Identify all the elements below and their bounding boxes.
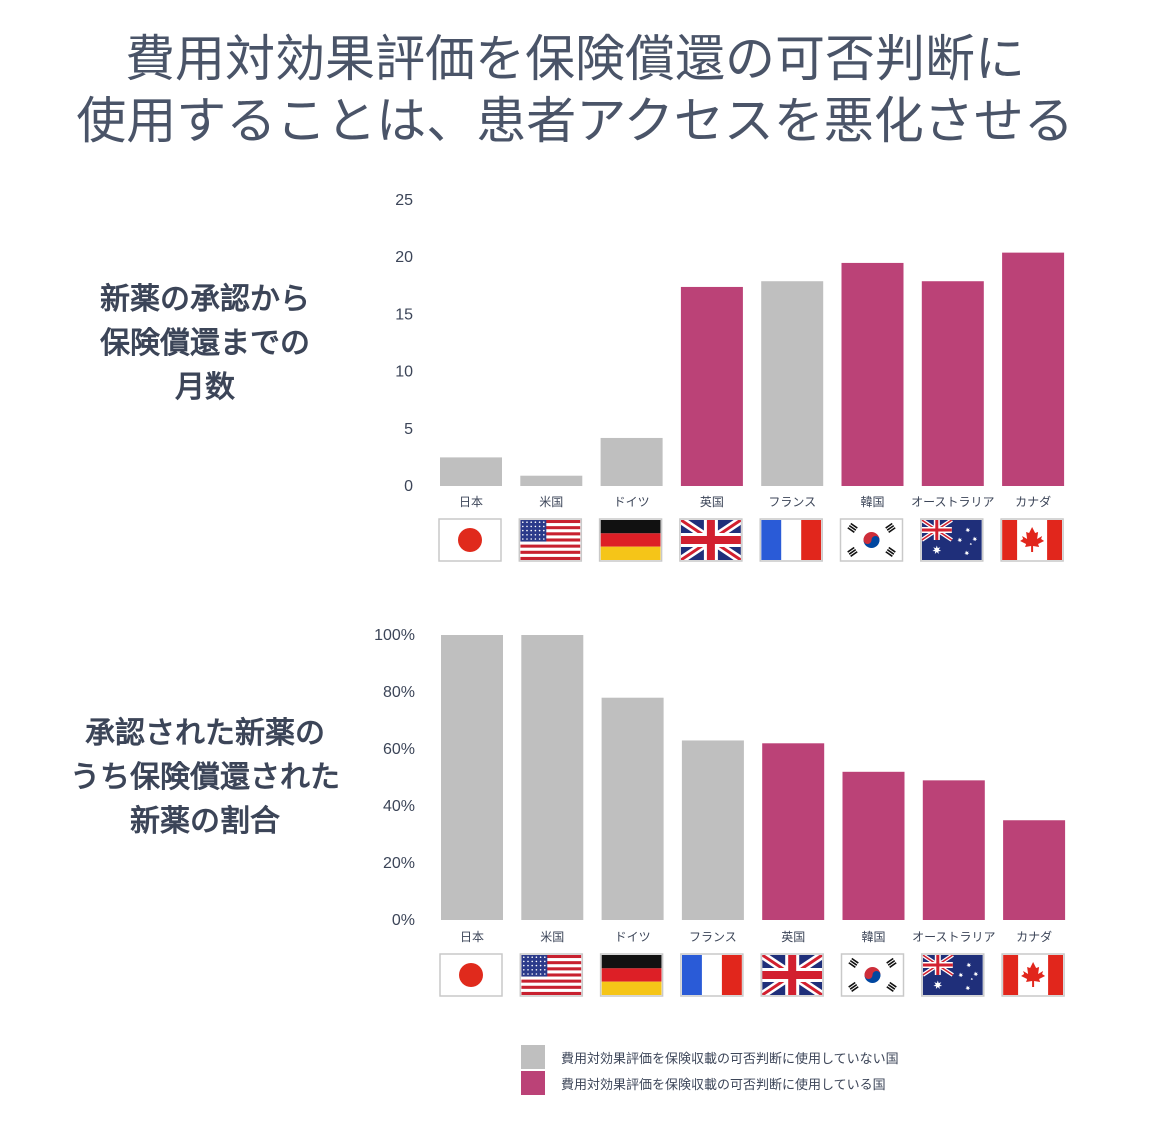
y-tick-label: 60% bbox=[383, 741, 415, 758]
x-category-label: オーストラリア bbox=[912, 930, 995, 944]
bar bbox=[761, 281, 824, 486]
x-category-label: 英国 bbox=[700, 495, 724, 509]
au-flag-icon bbox=[920, 518, 984, 562]
chart-title-line-1: 費用対効果評価を保険償還の可否判断に bbox=[125, 30, 1025, 88]
legend-swatch-used bbox=[521, 1071, 545, 1095]
legend-swatch-not-used bbox=[521, 1045, 545, 1069]
bar bbox=[440, 457, 502, 486]
chart-2-label: 承認された新薬の うち保険償還された 新薬の割合 bbox=[20, 712, 390, 844]
y-tick-label: 80% bbox=[383, 684, 415, 701]
x-category-label: ドイツ bbox=[614, 495, 650, 509]
y-tick-label: 40% bbox=[383, 798, 415, 815]
x-category-label: 韓国 bbox=[860, 495, 884, 509]
legend-label-not-used: 費用対効果評価を保険収載の可否判断に使用していない国 bbox=[561, 1051, 899, 1067]
y-tick-label: 0 bbox=[404, 478, 413, 495]
de-flag-icon bbox=[598, 518, 663, 562]
jp-flag-icon bbox=[438, 518, 502, 562]
x-category-label: ドイツ bbox=[615, 930, 651, 944]
bar bbox=[1002, 252, 1065, 486]
us-flag-icon bbox=[518, 518, 583, 562]
kr-flag-icon bbox=[840, 953, 905, 997]
y-tick-label: 15 bbox=[395, 306, 413, 323]
bar bbox=[841, 262, 904, 486]
chart-2: 0% 20% 40% 60% 80% 100% 日本 米国 ドイツ フランス 英国 韓国 オーストラリア… bbox=[374, 627, 1066, 997]
ca-flag-icon bbox=[1001, 953, 1065, 997]
legend-label-used: 費用対効果評価を保険収載の可否判断に使用している国 bbox=[561, 1077, 886, 1093]
chart-title-line-2: 使用することは、患者アクセスを悪化させる bbox=[76, 92, 1074, 150]
bar bbox=[921, 281, 984, 486]
bar bbox=[681, 740, 744, 920]
fr-flag-icon bbox=[680, 953, 744, 997]
chart-2-label-line-2: うち保険償還された bbox=[70, 760, 340, 795]
jp-flag-icon bbox=[439, 953, 503, 997]
x-category-label: 米国 bbox=[539, 495, 563, 509]
chart-1-label-line-1: 新薬の承認から bbox=[100, 282, 310, 317]
chart-1-label-line-3: 月数 bbox=[175, 370, 235, 405]
y-tick-label: 10 bbox=[395, 364, 413, 381]
y-tick-label: 20% bbox=[383, 855, 415, 872]
x-category-label: 韓国 bbox=[861, 930, 885, 944]
x-category-label: カナダ bbox=[1015, 494, 1051, 509]
bar bbox=[842, 771, 905, 920]
x-category-label: 英国 bbox=[781, 930, 805, 944]
kr-flag-icon bbox=[839, 518, 904, 562]
gb-flag-icon bbox=[760, 953, 824, 997]
x-category-label: 日本 bbox=[459, 495, 483, 509]
chart-1: 0 5 10 15 20 25 日本 米国 ドイツ 英国 フランス 韓国 オーストラリア カナダ bbox=[395, 192, 1065, 562]
y-tick-label: 100% bbox=[374, 627, 415, 644]
gb-flag-icon bbox=[679, 518, 743, 562]
bar bbox=[762, 743, 825, 920]
x-category-label: フランス bbox=[768, 495, 816, 509]
bar bbox=[601, 697, 664, 920]
bar bbox=[922, 780, 985, 920]
chart-1-label-line-2: 保険償還までの bbox=[100, 326, 310, 361]
bar bbox=[520, 475, 583, 486]
bar bbox=[680, 286, 743, 486]
bar bbox=[441, 635, 503, 920]
legend-item-not-used: 費用対効果評価を保険収載の可否判断に使用していない国 bbox=[521, 1045, 899, 1069]
y-tick-label: 20 bbox=[395, 249, 413, 266]
x-category-label: カナダ bbox=[1016, 929, 1052, 944]
chart-2-label-line-1: 承認された新薬の bbox=[85, 716, 325, 751]
bar bbox=[1003, 820, 1066, 920]
legend-item-used: 費用対効果評価を保険収載の可否判断に使用している国 bbox=[521, 1071, 886, 1095]
x-category-label: 米国 bbox=[540, 930, 564, 944]
fr-flag-icon bbox=[759, 518, 823, 562]
chart-1-label: 新薬の承認から 保険償還までの 月数 bbox=[20, 278, 390, 410]
y-tick-label: 5 bbox=[404, 421, 413, 438]
x-category-label: フランス bbox=[689, 930, 737, 944]
ca-flag-icon bbox=[1000, 518, 1064, 562]
x-category-label: オーストラリア bbox=[911, 495, 994, 509]
bar bbox=[600, 437, 663, 486]
de-flag-icon bbox=[599, 953, 664, 997]
bar bbox=[521, 635, 584, 920]
y-tick-label: 0% bbox=[392, 912, 415, 929]
x-category-label: 日本 bbox=[460, 930, 484, 944]
chart-2-label-line-3: 新薬の割合 bbox=[130, 804, 280, 839]
chart-title: 費用対効果評価を保険償還の可否判断に 使用することは、患者アクセスを悪化させる bbox=[0, 28, 1150, 152]
us-flag-icon bbox=[519, 953, 584, 997]
au-flag-icon bbox=[921, 953, 985, 997]
y-tick-label: 25 bbox=[395, 192, 413, 209]
